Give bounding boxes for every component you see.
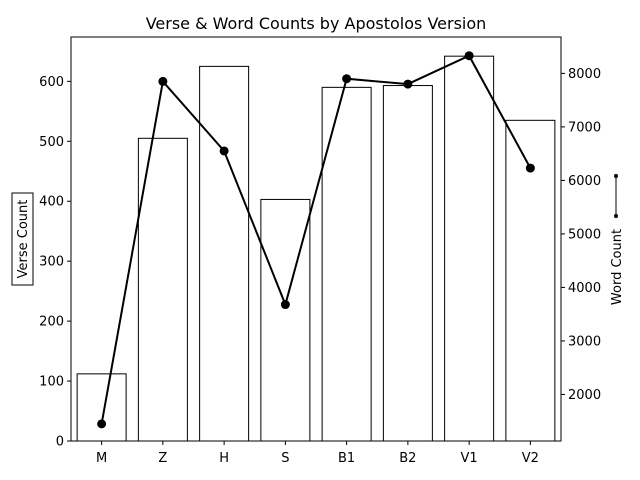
- bar-B1: [321, 86, 372, 442]
- y2-tick-label: 8000: [568, 67, 601, 82]
- x-tick-label: B2: [399, 451, 416, 466]
- y2-tick-label: 5000: [568, 227, 601, 242]
- word-count-line: [100, 54, 532, 425]
- point-M: [97, 419, 107, 429]
- point-H: [219, 146, 229, 156]
- x-tick-label: B1: [338, 451, 355, 466]
- y2-label-line-marker: [614, 174, 618, 218]
- y2-tick-label: 4000: [568, 281, 601, 296]
- y-tick-label: 200: [39, 315, 64, 330]
- y-tick-label: 100: [39, 375, 64, 390]
- y-tick-label: 500: [39, 135, 64, 150]
- bar-B2: [382, 85, 433, 442]
- y2-tick-label: 7000: [568, 120, 601, 135]
- bar-Z: [137, 137, 188, 442]
- y-tick-label: 0: [56, 435, 64, 450]
- bar-H: [199, 65, 250, 442]
- y-tick-label: 600: [39, 75, 64, 90]
- y-tick-label: 300: [39, 255, 64, 270]
- point-V2: [525, 163, 535, 173]
- chart-title: Verse & Word Counts by Apostolos Version: [146, 14, 487, 33]
- y-label-box: [11, 192, 34, 286]
- bar-V1: [444, 55, 495, 442]
- y2-tick-label: 3000: [568, 334, 601, 349]
- x-tick-label: Z: [158, 451, 167, 466]
- bars-group: [76, 55, 556, 442]
- x-tick-label: H: [219, 451, 229, 466]
- x-tick-label: S: [281, 451, 289, 466]
- y2-tick-label: 6000: [568, 174, 601, 189]
- bar-M: [76, 373, 127, 442]
- line-group: [97, 51, 535, 429]
- plot-frame: [70, 36, 562, 442]
- y2-ticks: 2000 3000 4000 5000 6000 7000 8000: [561, 67, 601, 403]
- y2-tick-label: 2000: [568, 388, 601, 403]
- x-tick-label: M: [96, 451, 107, 466]
- bar-S: [260, 198, 311, 442]
- y-ticks: 0 100 200 300 400 500 600: [39, 75, 71, 450]
- point-B1: [342, 74, 352, 84]
- bar-V2: [505, 119, 556, 442]
- y-tick-label: 400: [39, 195, 64, 210]
- x-tick-label: V2: [522, 451, 539, 466]
- point-V1: [464, 51, 474, 61]
- axes-group: [70, 36, 562, 442]
- y2-axis-label: Word Count: [610, 229, 625, 305]
- point-S: [280, 300, 290, 310]
- y-axis-label: Verse Count: [16, 200, 31, 279]
- point-Z: [158, 76, 168, 86]
- x-tick-label: V1: [461, 451, 478, 466]
- x-ticks: M Z H S B1 B2 V1 V2: [96, 441, 539, 466]
- point-B2: [403, 79, 413, 89]
